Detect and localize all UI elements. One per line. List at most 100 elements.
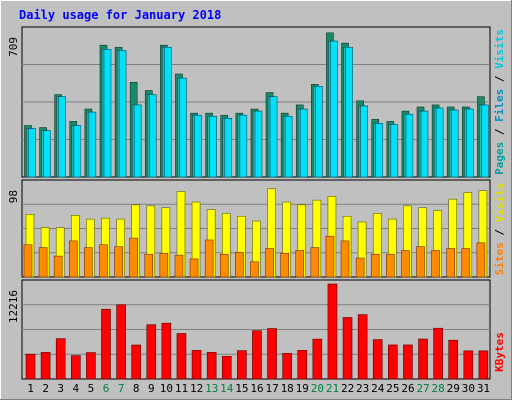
bar-kbytes-7: [116, 304, 126, 380]
bar-visits-16: [254, 110, 263, 178]
bar-sites-31: [476, 242, 486, 278]
y-max-label: 12216: [7, 290, 20, 323]
bar-visits-17: [269, 96, 278, 178]
bar-kbytes-27: [418, 338, 428, 380]
bar-sites-18: [280, 252, 289, 278]
x-tick-label-17: 17: [265, 382, 278, 395]
bar-sites-4: [68, 240, 78, 278]
bar-sites-20: [310, 247, 320, 278]
x-tick-label-16: 16: [250, 382, 263, 395]
bar-sites-10: [159, 252, 169, 278]
bar-kbytes-26: [403, 344, 413, 380]
bar-kbytes-25: [388, 344, 398, 380]
bar-kbytes-3: [55, 338, 66, 380]
chart-title: Daily usage for January 2018: [19, 8, 221, 22]
legend-separator: /: [493, 222, 506, 242]
x-tick-label-14: 14: [220, 382, 234, 395]
bar-kbytes-21: [327, 283, 338, 380]
y-max-label: 98: [7, 190, 20, 203]
bar-visits-10: [164, 46, 172, 178]
bar-kbytes-13: [206, 352, 217, 380]
bar-visits-13: [209, 115, 217, 178]
bar-visits-24: [375, 123, 384, 178]
bar-visits-25: [390, 124, 399, 178]
x-tick-label-28: 28: [432, 382, 445, 395]
x-tick-label-12: 12: [190, 382, 203, 395]
bar-visits-5: [88, 111, 97, 178]
bar-sites-22: [340, 240, 350, 278]
bar-kbytes-1: [25, 353, 36, 380]
x-tick-label-21: 21: [326, 382, 339, 395]
legend-visits: Visits: [493, 29, 506, 69]
x-tick-label-9: 9: [148, 382, 155, 395]
bar-sites-3: [53, 255, 63, 278]
legend-files: Files: [493, 89, 506, 122]
bar-visits-20: [315, 86, 323, 178]
bar-sites-9: [144, 253, 154, 278]
bar-visits-3: [58, 96, 66, 178]
bar-visits-30: [466, 108, 474, 178]
x-tick-label-29: 29: [447, 382, 460, 395]
bar-visits-26: [405, 113, 414, 178]
bar-sites-6: [99, 244, 108, 278]
bar-visits-31: [481, 104, 489, 178]
bar-visits-15: [239, 114, 248, 178]
bar-sites-17: [265, 248, 274, 278]
bar-kbytes-29: [448, 339, 459, 380]
bar-visits-29: [450, 109, 459, 178]
x-tick-label-20: 20: [311, 382, 324, 395]
x-tick-label-31: 31: [477, 382, 490, 395]
bar-kbytes-11: [176, 333, 187, 380]
bar-sites-11: [174, 254, 184, 278]
bar-sites-1: [23, 244, 33, 278]
legend-panel-3: KBytes: [493, 332, 506, 372]
bar-kbytes-5: [86, 352, 96, 380]
x-tick-label-5: 5: [88, 382, 95, 395]
x-tick-label-25: 25: [386, 382, 399, 395]
bar-visits-11: [179, 77, 187, 178]
x-tick-label-19: 19: [296, 382, 309, 395]
bar-visits-4: [73, 125, 82, 178]
bar-visits-2: [43, 130, 51, 178]
bar-kbytes-12: [191, 350, 202, 380]
bar-kbytes-20: [312, 338, 323, 380]
legend-panel-1: Pages / Files / Visits: [493, 29, 506, 175]
bar-visits-1: [28, 128, 36, 178]
x-tick-label-15: 15: [235, 382, 248, 395]
x-tick-label-1: 1: [27, 382, 34, 395]
bar-sites-15: [235, 252, 244, 278]
bar-kbytes-18: [282, 353, 292, 380]
x-tick-label-22: 22: [341, 382, 354, 395]
legend-pages: Pages: [493, 142, 506, 175]
bar-kbytes-28: [433, 327, 443, 380]
bar-kbytes-22: [342, 317, 353, 380]
bar-sites-8: [129, 237, 138, 278]
x-tick-label-24: 24: [371, 382, 385, 395]
bar-kbytes-8: [131, 344, 141, 380]
bar-kbytes-19: [297, 350, 308, 380]
bar-sites-5: [84, 247, 93, 278]
bar-visits-12: [194, 114, 202, 178]
legend-panel-2: Sites / Visits: [493, 183, 506, 276]
bar-visits-14: [224, 118, 233, 178]
bar-sites-25: [386, 253, 395, 278]
bar-visits-7: [118, 50, 127, 178]
legend-visits: Visits: [493, 183, 506, 223]
x-tick-label-13: 13: [205, 382, 218, 395]
bar-kbytes-2: [40, 352, 51, 380]
bar-kbytes-10: [161, 322, 172, 380]
bar-sites-29: [446, 248, 456, 278]
x-tick-label-3: 3: [57, 382, 64, 395]
bar-sites-13: [204, 239, 214, 278]
bar-sites-16: [250, 261, 259, 278]
legend-sites: Sites: [493, 242, 506, 275]
bar-visits-23: [360, 105, 368, 178]
bar-sites-14: [219, 253, 229, 278]
bar-sites-19: [295, 250, 305, 278]
bar-visits-28: [435, 107, 444, 178]
bar-sites-24: [370, 253, 380, 278]
legend-kbytes: KBytes: [493, 332, 506, 372]
bar-kbytes-15: [237, 350, 247, 380]
x-tick-label-30: 30: [462, 382, 475, 395]
